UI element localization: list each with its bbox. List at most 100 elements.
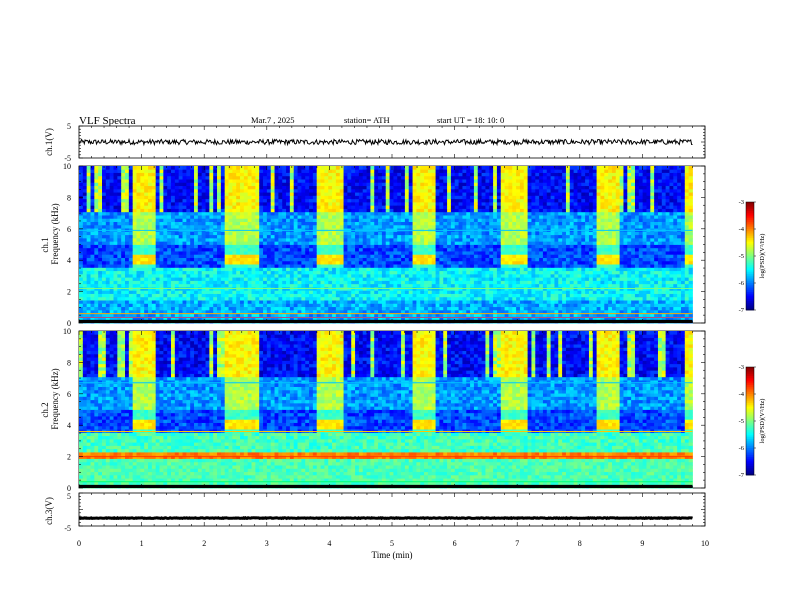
spectrogram-cell — [343, 306, 348, 311]
spectrogram-cell — [236, 257, 241, 262]
spectrogram-cell — [224, 303, 229, 308]
spectrogram-cell — [190, 208, 195, 213]
spectrogram-cell — [301, 283, 306, 288]
spectrogram-cell — [309, 195, 314, 200]
spectrogram-cell — [355, 221, 360, 226]
spectrogram-cell — [462, 257, 467, 262]
spectrogram-cell — [263, 221, 268, 226]
spectrogram-cell — [351, 182, 356, 187]
spectrogram-cell — [205, 309, 210, 314]
spectrogram-cell — [282, 218, 287, 222]
spectrogram-cell — [332, 208, 337, 213]
spectrogram-cell — [259, 300, 264, 304]
spectrogram-cell — [94, 166, 99, 170]
spectrogram-cell — [355, 313, 360, 317]
spectrogram-cell — [121, 251, 126, 255]
spectrogram-cell — [282, 290, 287, 294]
spectrogram-cell — [274, 215, 279, 219]
spectrogram-cell — [178, 224, 183, 229]
spectrogram-cell — [351, 309, 356, 314]
spectrogram-cell — [332, 313, 337, 317]
spectrogram-cell — [136, 234, 141, 239]
spectrogram-cell — [190, 300, 195, 304]
spectrogram-cell — [408, 244, 413, 249]
spectrogram-cell — [312, 234, 318, 239]
spectrogram-cell — [82, 290, 88, 294]
spectrogram-cell — [462, 185, 467, 190]
spectrogram-cell — [358, 172, 364, 177]
spectrogram-cell — [240, 195, 245, 200]
spectrogram-cell — [397, 231, 402, 236]
spectrogram-cell — [381, 231, 387, 236]
spectrogram-cell — [289, 172, 295, 177]
spectrogram-cell — [305, 198, 310, 203]
spectrogram-cell — [159, 257, 164, 262]
spectrogram-cell — [117, 175, 122, 180]
spectrogram-cell — [113, 267, 118, 272]
spectrogram-cell — [335, 260, 341, 265]
spectrogram-cell — [82, 205, 88, 209]
spectrogram-cell — [378, 179, 383, 183]
spectrogram-cell — [458, 169, 463, 173]
spectrogram-cell — [194, 273, 199, 278]
spectrogram-cell — [343, 257, 348, 262]
spectrogram-cell — [297, 237, 302, 242]
spectrogram-cell — [167, 185, 172, 190]
spectrogram-cell — [251, 218, 256, 222]
spectrogram-cell — [125, 244, 130, 249]
spectrogram-cell — [435, 218, 440, 222]
spectrogram-cell — [332, 283, 337, 288]
spectrogram-cell — [109, 313, 114, 317]
spectrogram-cell — [186, 277, 191, 281]
spectrogram-cell — [255, 254, 260, 258]
spectrogram-cell — [282, 182, 287, 187]
spectrogram-cell — [190, 182, 195, 187]
spectrogram-cell — [393, 251, 398, 255]
spectrogram-cell — [209, 316, 214, 321]
spectrogram-cell — [90, 201, 95, 206]
spectrogram-cell — [240, 267, 245, 272]
spectrogram-cell — [125, 205, 130, 209]
spectrogram-cell — [178, 166, 183, 170]
spectrogram-cell — [385, 215, 390, 219]
spectrogram-cell — [416, 270, 421, 275]
spectrogram-cell — [286, 283, 291, 288]
spectrogram-cell — [205, 231, 210, 236]
spectrogram-cell — [385, 172, 390, 177]
spectrogram-cell — [351, 254, 356, 258]
spectrogram-cell — [431, 247, 436, 252]
spectrogram-cell — [347, 215, 352, 219]
spectrogram-cell — [79, 182, 84, 187]
spectrogram-cell — [458, 234, 463, 239]
spectrogram-cell — [393, 175, 398, 180]
spectrogram-cell — [201, 247, 206, 252]
spectrogram-cell — [366, 247, 371, 252]
spectrogram-cell — [431, 195, 436, 200]
spectrogram-cell — [247, 185, 252, 190]
spectrogram-cell — [343, 185, 348, 190]
spectrogram-cell — [236, 172, 241, 177]
spectrogram-cell — [312, 290, 318, 294]
spectrogram-cell — [289, 267, 295, 272]
spectrogram-cell — [316, 237, 321, 242]
spectrogram-cell — [132, 182, 137, 187]
spectrogram-cell — [259, 251, 264, 255]
spectrogram-cell — [351, 267, 356, 272]
spectrogram-cell — [435, 257, 440, 262]
spectrogram-cell — [197, 166, 203, 170]
spectrogram-cell — [454, 192, 459, 196]
spectrogram-cell — [113, 198, 118, 203]
spectrogram-cell — [128, 221, 134, 226]
spectrogram-cell — [82, 218, 88, 222]
spectrogram-cell — [105, 205, 111, 209]
spectrogram-cell — [462, 166, 467, 170]
spectrogram-cell — [435, 316, 440, 321]
spectrogram-cell — [167, 244, 172, 249]
spectrogram-cell — [335, 166, 341, 170]
spectrogram-cell — [431, 237, 436, 242]
spectrogram-cell — [374, 273, 379, 278]
spectrogram-cell — [217, 241, 222, 245]
spectrogram-cell — [305, 303, 310, 308]
spectrogram-cell — [320, 290, 325, 294]
spectrogram-cell — [86, 273, 91, 278]
